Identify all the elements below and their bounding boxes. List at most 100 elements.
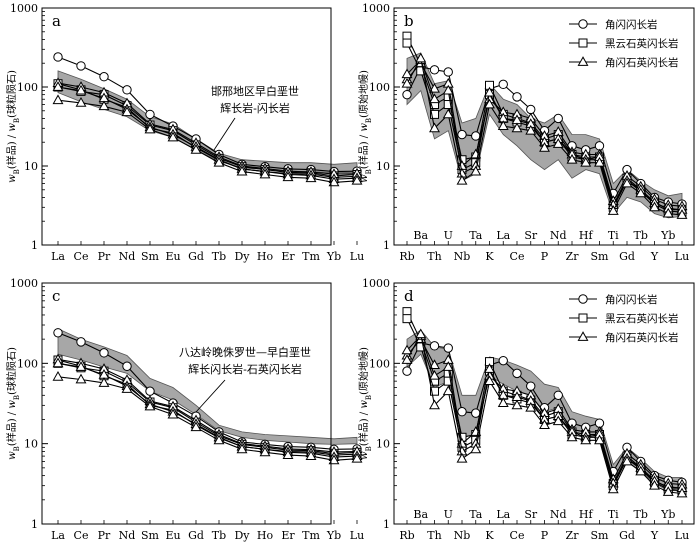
x-tick-label: Nd [119, 250, 136, 263]
legend-marker-circle [578, 19, 588, 29]
data-point [305, 172, 317, 183]
x-tick-label: La [51, 250, 65, 263]
data-point [539, 141, 550, 152]
x-tick-label: Zr [566, 529, 580, 542]
x-tick-label: Ba [413, 508, 428, 521]
data-point [429, 359, 440, 370]
x-tick-label: Yb [660, 229, 675, 242]
legend-marker-circle [578, 294, 588, 304]
x-tick-label: Yb [326, 529, 341, 542]
data-point [282, 171, 294, 182]
y-tick-label: 1 [383, 239, 390, 252]
y-tick-label: 1000 [362, 277, 390, 290]
data-point [442, 361, 454, 371]
data-point [498, 355, 508, 366]
data-point [429, 341, 440, 351]
data-point [566, 431, 578, 442]
data-point [402, 89, 412, 100]
data-point [52, 357, 64, 368]
legend-marker-triangle [577, 56, 589, 66]
x-tick-label: Sm [141, 529, 160, 542]
y-tick-label: 100 [369, 81, 390, 94]
y-axis-label: wB(样品) / wB(球粒陨石) [5, 347, 21, 460]
x-tick-label: Gd [619, 529, 635, 542]
data-point [580, 156, 592, 167]
data-point [401, 344, 413, 355]
annotation-line-2: 辉长闪长岩-石英闪长岩 [188, 362, 302, 376]
data-point [76, 61, 86, 71]
data-point [351, 174, 363, 185]
y-tick-label: 10 [376, 438, 390, 451]
y-tick-label: 10 [376, 160, 390, 173]
y-tick-label: 1 [383, 518, 390, 531]
x-tick-label: Rb [399, 529, 414, 542]
y-tick-label: 100 [17, 81, 38, 94]
data-point [594, 156, 605, 167]
x-tick-label: K [485, 250, 494, 263]
x-tick-label: Ho [257, 529, 274, 542]
data-point [525, 124, 537, 135]
data-point [662, 486, 674, 496]
data-point [75, 361, 87, 371]
plot-frame [41, 7, 332, 246]
panel-c: 1 10 100 1000 La Ce Pr Nd Sm Eu Gd Tb Dy Ho Er Tm Yb Lu c w… [5, 277, 364, 542]
x-tick-label: Hf [579, 508, 594, 521]
data-point [457, 129, 467, 140]
data-point [484, 375, 495, 386]
plot-frame [393, 7, 695, 246]
x-tick-label: U [444, 229, 453, 242]
x-tick-label: La [496, 508, 510, 521]
data-point [430, 109, 439, 119]
data-point [144, 400, 156, 411]
x-tick-label: Tb [634, 229, 648, 242]
x-tick-label: Ti [608, 508, 619, 521]
data-point [471, 408, 481, 418]
data-point [526, 104, 536, 115]
x-tick-label: Yb [660, 508, 675, 521]
x-tick-label: La [496, 229, 510, 242]
data-point [649, 201, 660, 212]
panel-a: 1 10 100 1000 La Ce Pr Nd Sm Eu Gd Tb Dy Ho Er Tm Yb Lu a w… [5, 2, 364, 263]
data-point [213, 434, 225, 445]
data-point [456, 452, 468, 463]
x-tick-label: Nd [550, 508, 567, 521]
plot-frame [393, 282, 695, 525]
series-line [57, 376, 358, 461]
data-point [511, 122, 523, 133]
y-axis-label: wB(样品) / wB(原始地幔) [357, 347, 373, 460]
y-tick-label: 1000 [10, 2, 38, 15]
data-point [52, 81, 64, 91]
data-point [190, 421, 202, 432]
data-point [52, 94, 64, 105]
x-tick-label: Ta [469, 229, 482, 242]
x-tick-label: Gd [188, 250, 204, 263]
x-tick-label: Er [281, 250, 295, 263]
data-point [415, 52, 427, 63]
data-point [457, 406, 467, 417]
x-tick-label: P [541, 250, 549, 263]
data-point [607, 205, 619, 215]
series-line [57, 99, 358, 183]
x-tick-label: Nd [550, 229, 567, 242]
x-tick-label: Y [650, 250, 659, 263]
panel-label: d [404, 287, 414, 305]
data-point [456, 174, 468, 185]
data-point [401, 77, 413, 88]
reference-band [57, 328, 358, 445]
data-point [552, 415, 564, 426]
data-point [635, 465, 647, 476]
data-point [122, 361, 132, 371]
data-point [429, 369, 440, 380]
data-point [415, 328, 427, 339]
x-tick-label: Sr [524, 508, 538, 521]
x-tick-label: Zr [566, 250, 580, 263]
y-axis-label: wB(样品) / wB(球粒陨石) [5, 70, 21, 183]
x-tick-label: Th [427, 250, 441, 263]
data-point [144, 123, 156, 134]
data-point [99, 348, 109, 358]
data-point [566, 153, 578, 164]
